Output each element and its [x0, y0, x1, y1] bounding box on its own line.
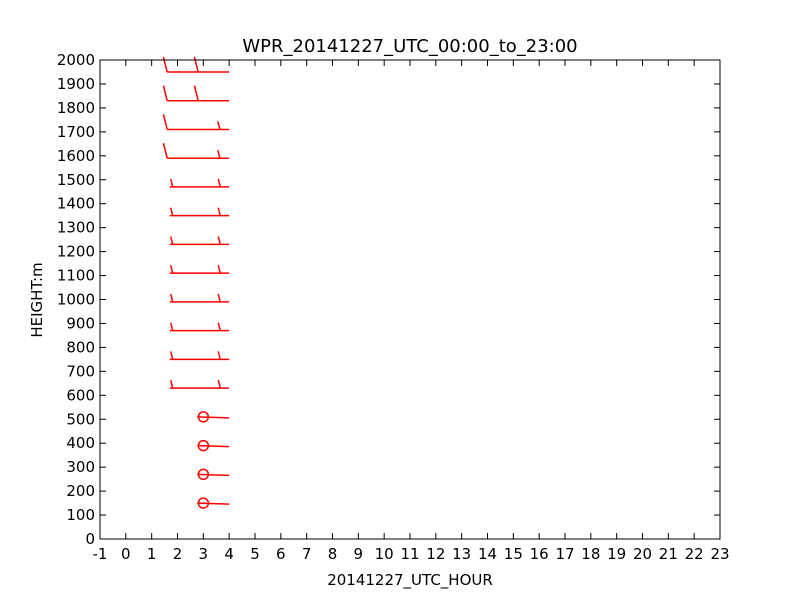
wind-barb-flag	[169, 236, 174, 245]
y-tick-label: 800	[66, 338, 95, 356]
x-tick-label: 19	[607, 545, 626, 563]
y-tick-label: 1700	[57, 123, 95, 141]
x-tick-label: 6	[276, 545, 286, 563]
x-tick-label: 20	[633, 545, 652, 563]
x-axis-title: 20141227_UTC_HOUR	[327, 571, 493, 590]
x-tick-label: 12	[426, 545, 445, 563]
x-tick-label: 21	[659, 545, 678, 563]
x-tick-label: 10	[375, 545, 394, 563]
x-tick-label: 7	[302, 545, 312, 563]
calm-wind-line	[197, 502, 230, 505]
x-tick-label: 4	[224, 545, 234, 563]
y-tick-label: 300	[66, 458, 95, 476]
plot-frame	[99, 59, 721, 540]
y-tick-label: 400	[66, 434, 95, 452]
y-tick-label: 700	[66, 362, 95, 380]
y-tick-label: 0	[85, 530, 95, 548]
x-tick-label: 5	[250, 545, 260, 563]
y-tick-label: 1300	[57, 219, 95, 237]
x-tick-label: 1	[147, 545, 157, 563]
y-tick-label: 500	[66, 410, 95, 428]
wind-barb-flag	[217, 351, 221, 360]
wind-barb-flag	[162, 85, 168, 101]
wind-barb-flag	[217, 379, 221, 389]
calm-wind-line	[197, 444, 230, 448]
x-tick-label: 18	[581, 545, 600, 563]
calm-wind-circle	[197, 439, 210, 452]
y-tick-label: 100	[66, 506, 95, 524]
ticks-layer: -1 0 1 2 3 4 5 6 7 8 9 10 11 12 13 14 15 16 17 18 19 20 21 22 23…	[57, 51, 730, 563]
plot-background	[100, 60, 720, 539]
wind-barb-flag	[217, 207, 221, 216]
y-tick-label: 1600	[57, 147, 95, 165]
y-tick-label: 1100	[57, 267, 95, 285]
wind-barb-flag	[169, 178, 174, 188]
wind-barb-flag	[169, 293, 174, 303]
x-tick-label: 11	[400, 545, 419, 563]
x-tick-label: 8	[328, 545, 338, 563]
y-tick-label: 1800	[57, 99, 95, 117]
x-tick-label: 9	[354, 545, 364, 563]
wind-barb-flag	[217, 178, 221, 188]
wind-barb-flag	[193, 56, 199, 73]
calm-wind-circle	[197, 468, 210, 481]
chart-title: WPR_20141227_UTC_00:00_to_23:00	[242, 36, 577, 57]
wind-barb-flag	[169, 379, 174, 389]
y-tick-label: 900	[66, 314, 95, 332]
y-axis-title: HEIGHT:m	[28, 262, 46, 337]
wind-barb-flag	[169, 351, 174, 360]
wind-barb-flag	[217, 236, 221, 245]
x-tick-label: 22	[685, 545, 704, 563]
wind-barb-flag	[193, 85, 199, 101]
y-tick-label: 1400	[57, 195, 95, 213]
wind-barb-flag	[217, 264, 221, 274]
wind-barb-flag	[162, 143, 168, 159]
x-tick-label: 23	[710, 545, 729, 563]
x-tick-label: -1	[93, 545, 108, 563]
x-tick-label: 13	[452, 545, 471, 563]
x-tick-label: 17	[555, 545, 574, 563]
x-tick-label: 16	[530, 545, 549, 563]
wind-barb-flag	[169, 322, 174, 331]
wind-barb-flag	[217, 150, 221, 159]
y-tick-label: 1900	[57, 75, 95, 93]
wind-barb-flag	[217, 121, 221, 130]
wind-barb-flag	[217, 322, 221, 331]
x-tick-label: 0	[121, 545, 131, 563]
calm-wind-circle	[197, 497, 210, 509]
x-tick-label: 2	[173, 545, 183, 563]
y-tick-label: 600	[66, 386, 95, 404]
barbs-layer	[162, 56, 230, 509]
y-tick-label: 1200	[57, 243, 95, 261]
y-tick-label: 200	[66, 482, 95, 500]
wind-barb-flag	[169, 264, 174, 274]
x-tick-label: 14	[478, 545, 497, 563]
x-tick-label: 3	[199, 545, 209, 563]
y-tick-label: 2000	[57, 51, 95, 69]
wind-barb-flag	[217, 293, 221, 303]
wind-barb-flag	[162, 114, 168, 130]
calm-wind-circle	[197, 411, 210, 423]
y-tick-label: 1000	[57, 291, 95, 309]
wind-barb-flag	[162, 56, 168, 73]
calm-wind-line	[197, 416, 230, 419]
y-tick-label: 1500	[57, 171, 95, 189]
calm-wind-line	[197, 473, 230, 477]
wind-barb-flag	[169, 207, 174, 216]
x-tick-label: 15	[504, 545, 523, 563]
